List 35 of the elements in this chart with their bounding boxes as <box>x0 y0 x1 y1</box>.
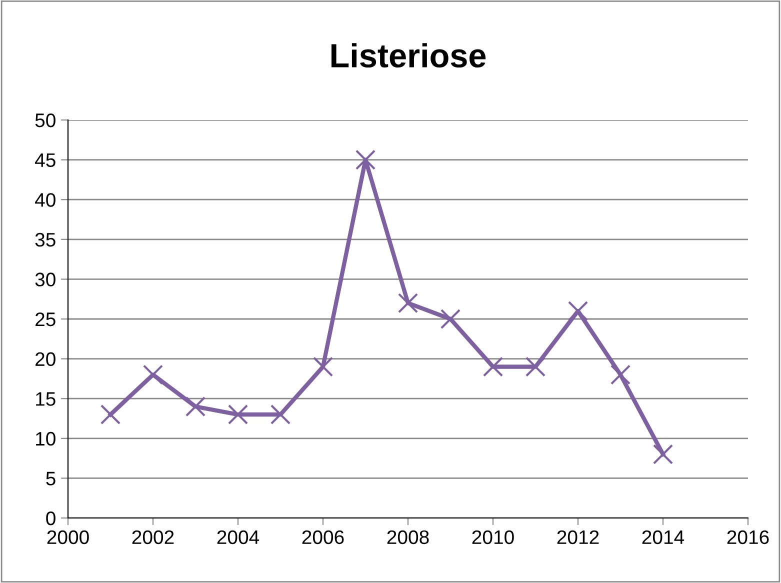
x-tick-label: 2016 <box>727 530 769 544</box>
y-tick-label: 25 <box>36 312 56 326</box>
x-tick-label: 2006 <box>302 530 344 544</box>
point <box>440 308 461 330</box>
y-tick-label: 50 <box>35 113 56 128</box>
y-tick-label: 15 <box>36 392 56 406</box>
x-tick-label: 2010 <box>472 530 514 544</box>
y-tick-label: 0 <box>46 511 56 526</box>
point <box>568 300 588 322</box>
y-tick-label: 35 <box>35 232 56 247</box>
point <box>610 364 631 385</box>
y-tick-label: 30 <box>35 272 56 286</box>
x-tick-label: 2014 <box>642 530 684 544</box>
x-tick-label: 2004 <box>217 530 260 544</box>
y-tick-label: 20 <box>36 352 56 366</box>
x-tick-label: 2008 <box>387 530 429 544</box>
point <box>312 356 334 377</box>
point <box>398 293 418 314</box>
point <box>355 150 376 170</box>
point <box>100 404 121 425</box>
y-tick-label: 10 <box>36 432 56 446</box>
point <box>185 396 206 417</box>
point <box>525 356 546 377</box>
point <box>228 404 248 425</box>
x-tick-label: 2012 <box>557 530 599 544</box>
chart-title: Listeriose <box>332 43 486 68</box>
y-tick-label: 45 <box>35 153 56 168</box>
y-tick-label: 40 <box>35 193 56 207</box>
y-tick-label: 5 <box>46 472 56 486</box>
point <box>482 356 504 377</box>
point <box>270 404 291 425</box>
x-tick-label: 2000 <box>47 530 89 544</box>
point <box>142 364 164 385</box>
x-tick-label: 2002 <box>132 530 174 544</box>
point <box>652 444 674 464</box>
